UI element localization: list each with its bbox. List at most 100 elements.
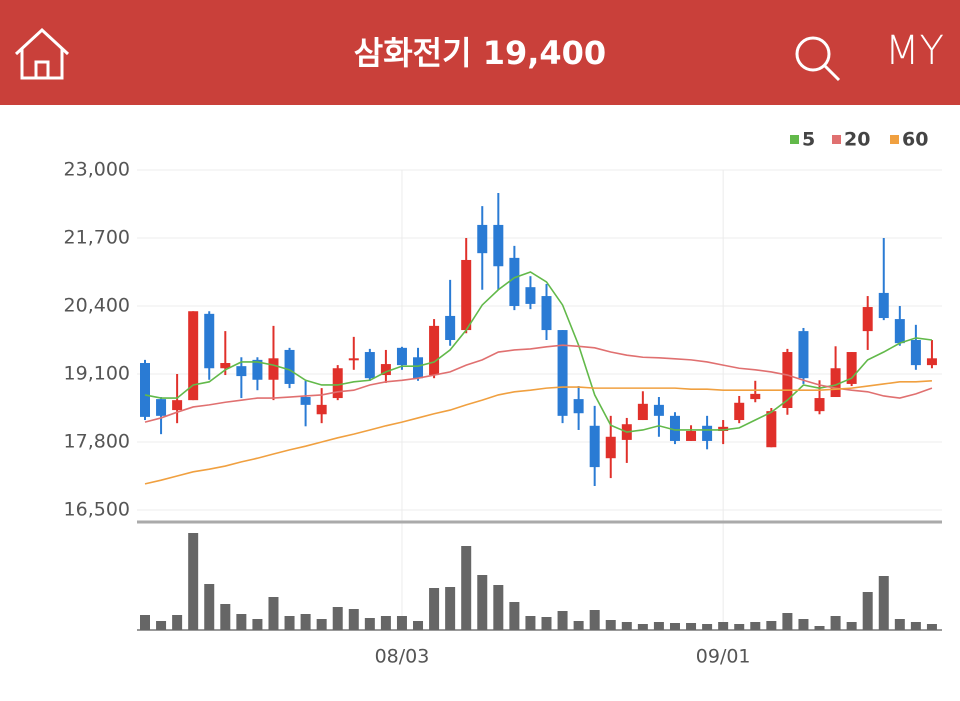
volume-bar	[669, 623, 680, 630]
volume-bar	[750, 622, 761, 630]
legend-label: 5	[802, 129, 815, 151]
x-tick-label: 08/03	[375, 646, 430, 668]
candle-body	[894, 319, 905, 344]
my-button[interactable]: MY	[885, 28, 944, 74]
candle-body	[188, 311, 199, 401]
legend-label: 60	[902, 129, 928, 151]
volume-bar	[525, 616, 536, 630]
candle-body	[573, 399, 584, 414]
volume-bar	[541, 617, 552, 630]
volume-bar	[236, 614, 247, 630]
candle-body	[493, 224, 504, 267]
candle-body	[477, 224, 488, 254]
candle-body	[396, 347, 407, 366]
candle-body	[766, 411, 777, 448]
x-tick-label: 09/01	[696, 646, 751, 668]
candle-body	[878, 292, 889, 319]
volume-bar	[910, 622, 921, 630]
volume-bar	[589, 610, 600, 630]
volume-bar	[573, 621, 584, 630]
volume-bar	[509, 602, 520, 630]
y-tick-label: 21,700	[64, 227, 130, 249]
volume-bar	[445, 587, 456, 630]
y-tick-label: 16,500	[64, 499, 130, 521]
ma-line	[144, 271, 933, 433]
candle-body	[926, 358, 937, 366]
volume-bar	[621, 622, 632, 630]
volume-bar	[686, 623, 697, 630]
volume-bar	[220, 604, 231, 630]
candle-body	[541, 296, 552, 331]
candle-body	[461, 259, 472, 331]
volume-bar	[493, 585, 504, 630]
home-icon[interactable]	[12, 26, 72, 86]
candle-body	[669, 415, 680, 441]
candle-body	[782, 352, 793, 408]
candle-body	[830, 368, 841, 398]
candle-body	[236, 366, 247, 377]
candle-body	[910, 340, 921, 366]
volume-bar	[894, 619, 905, 630]
volume-bar	[718, 622, 729, 630]
candle-body	[589, 425, 600, 468]
y-tick-label: 23,000	[64, 159, 130, 181]
y-tick-label: 19,100	[64, 363, 130, 385]
legend-label: 20	[844, 129, 870, 151]
volume-bar	[862, 592, 873, 630]
volume-bar	[316, 619, 327, 630]
candle-body	[445, 315, 456, 340]
candle-body	[718, 426, 729, 432]
candle-body	[637, 403, 648, 421]
candle-body	[734, 402, 745, 421]
candle-body	[268, 358, 279, 380]
candle-body	[220, 363, 231, 369]
candle-body	[348, 358, 359, 361]
legend-swatch	[790, 135, 799, 144]
volume-bar	[204, 584, 215, 630]
volume-bar	[396, 616, 407, 630]
candle-body	[605, 436, 616, 459]
ma-line	[144, 344, 933, 423]
volume-bar	[766, 621, 777, 630]
volume-bar	[814, 626, 825, 630]
volume-bar	[429, 588, 440, 630]
volume-bar	[605, 620, 616, 630]
candle-body	[798, 331, 809, 379]
candle-body	[750, 393, 761, 400]
volume-bar	[188, 533, 199, 630]
legend-swatch	[890, 135, 899, 144]
candle-body	[332, 368, 343, 399]
volume-bar	[252, 619, 263, 630]
search-icon[interactable]	[793, 34, 843, 84]
volume-bar	[782, 613, 793, 630]
volume-bar	[284, 616, 295, 630]
chart: 16,500 17,800 19,100 20,400 21,700 23,000 08/0…	[64, 129, 942, 668]
volume-bar	[413, 621, 424, 630]
volume-bar	[830, 616, 841, 630]
volume-bar	[380, 616, 391, 630]
volume-bar	[172, 615, 183, 630]
candle-body	[364, 352, 375, 379]
candle-body	[172, 400, 183, 411]
volume-bar	[461, 546, 472, 630]
y-tick-label: 20,400	[64, 295, 130, 317]
volume-bar	[798, 619, 809, 630]
candle-body	[862, 307, 873, 332]
candle-body	[156, 399, 167, 416]
candle-body	[653, 404, 664, 416]
volume-bar	[140, 615, 150, 630]
header: 삼화전기 19,400 MY	[0, 0, 960, 105]
volume-bar	[702, 624, 713, 630]
candle-body	[509, 257, 520, 306]
candle-body	[814, 398, 825, 412]
title: 삼화전기 19,400	[353, 34, 607, 72]
candle-body	[204, 313, 215, 369]
candle-body	[300, 397, 311, 405]
candle-body	[686, 431, 697, 441]
candle-body	[429, 325, 440, 376]
volume-bar	[477, 575, 488, 630]
volume-bar	[637, 624, 648, 630]
y-tick-label: 17,800	[64, 431, 130, 453]
candle-body	[252, 359, 263, 380]
